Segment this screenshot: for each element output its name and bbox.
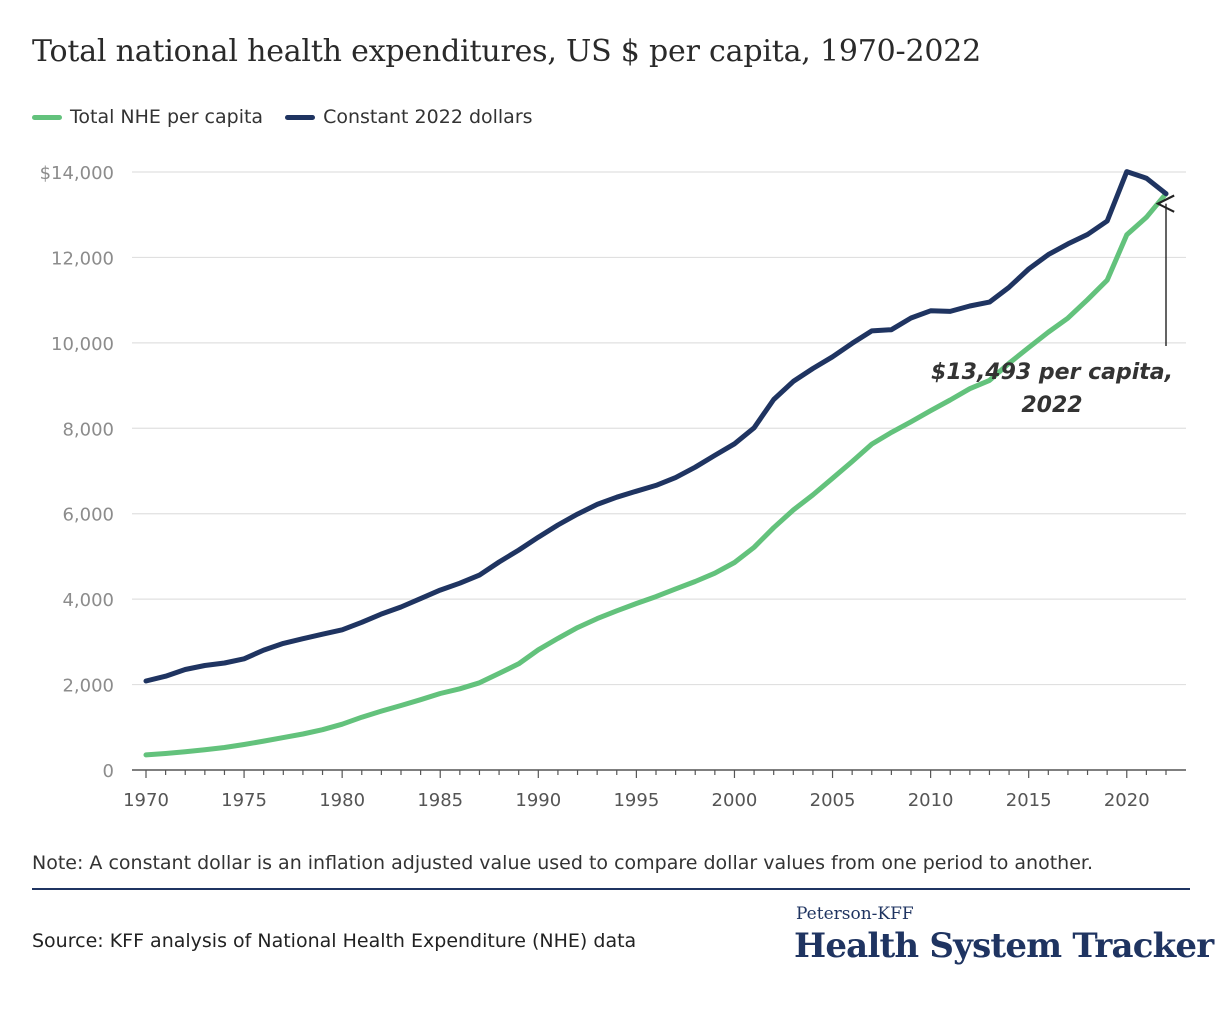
- y-tick-label: 12,000: [51, 248, 114, 269]
- x-tick-label: 1995: [613, 790, 659, 811]
- annotation-label-line1: $13,493 per capita,: [931, 360, 1173, 385]
- y-axis-ticks: 0 2,000 4,000 6,000 8,000 10,000 12,000 $14,000: [40, 163, 114, 782]
- legend-item-constant-dollars: Constant 2022 dollars: [285, 106, 533, 128]
- x-tick-label: 1985: [417, 790, 463, 811]
- annotation-label-line2: 2022: [1021, 393, 1082, 418]
- x-tick-label: 2015: [1006, 790, 1052, 811]
- gridlines: [132, 171, 1186, 686]
- y-tick-label: 4,000: [62, 590, 114, 611]
- legend: Total NHE per capita Constant 2022 dolla…: [32, 106, 555, 128]
- x-tick-label: 1990: [515, 790, 561, 811]
- x-tick-label: 2020: [1104, 790, 1150, 811]
- series-lines: [143, 169, 1169, 758]
- series-line-total-nhe: [143, 191, 1169, 758]
- x-tick-label: 1975: [221, 790, 267, 811]
- y-tick-label: $14,000: [40, 163, 114, 184]
- legend-swatch-green: [32, 114, 62, 120]
- x-tick-label: 2000: [712, 790, 758, 811]
- y-tick-label: 10,000: [51, 334, 114, 355]
- y-tick-label: 6,000: [62, 505, 114, 526]
- y-tick-label: 2,000: [62, 676, 114, 697]
- x-tick-label: 2010: [908, 790, 954, 811]
- brand-peterson-kff: Peterson-KFF: [796, 904, 914, 924]
- brand-health-system-tracker: Health System Tracker: [794, 926, 1214, 966]
- footer-divider: [32, 888, 1190, 890]
- x-tick-label: 1970: [123, 790, 169, 811]
- x-tick-label: 2005: [810, 790, 856, 811]
- legend-label-total-nhe: Total NHE per capita: [70, 106, 264, 128]
- legend-item-total-nhe: Total NHE per capita: [32, 106, 263, 128]
- legend-swatch-navy: [285, 114, 316, 120]
- source-text: Source: KFF analysis of National Health …: [32, 930, 637, 952]
- series-line-constant-dollars: [143, 169, 1169, 684]
- x-tick-label: 1980: [319, 790, 365, 811]
- chart-title: Total national health expenditures, US $…: [32, 34, 981, 69]
- line-chart: 0 2,000 4,000 6,000 8,000 10,000 12,000 $14,000…: [40, 163, 1186, 811]
- x-axis-ticks: 1970 1975 1980 1985 1990 1995 2000 2005 2010 2015…: [123, 770, 1167, 811]
- y-tick-label: 8,000: [62, 419, 114, 440]
- legend-label-constant-dollars: Constant 2022 dollars: [323, 106, 533, 128]
- y-tick-label: 0: [103, 761, 114, 782]
- footnote: Note: A constant dollar is an inflation …: [32, 852, 1093, 874]
